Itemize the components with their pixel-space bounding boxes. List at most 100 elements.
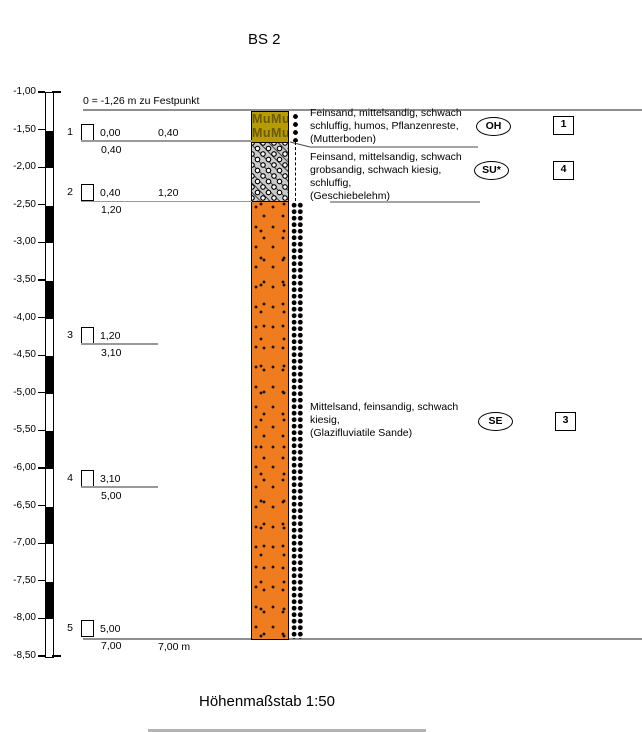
depth-label: -4,50 bbox=[13, 349, 36, 361]
scale-tick bbox=[38, 354, 45, 356]
sample-top-depth: 0,00 bbox=[100, 127, 121, 140]
scale-segment bbox=[46, 281, 53, 319]
sample-top-depth: 0,40 bbox=[100, 187, 121, 200]
sample-number: 5 bbox=[67, 621, 73, 634]
scale-segment bbox=[46, 469, 53, 507]
sample-line bbox=[81, 486, 158, 488]
scale-tick bbox=[38, 655, 45, 657]
depth-scale-bar bbox=[45, 92, 54, 658]
layer-topsoil-pattern: MuMu MuMu bbox=[252, 111, 288, 143]
datum-note: 0 = -1,26 m zu Festpunkt bbox=[83, 95, 200, 107]
depth-label: -7,50 bbox=[13, 574, 36, 586]
scale-segment bbox=[46, 506, 53, 545]
height-scale-label: Höhenmaßstab 1:50 bbox=[199, 693, 335, 710]
layer-description-line: grobsandig, schwach kiesig, bbox=[310, 163, 442, 176]
depth-label: -8,50 bbox=[13, 650, 36, 661]
sand-dot-strip bbox=[291, 201, 304, 639]
depth-label: -4,00 bbox=[13, 311, 36, 323]
ground-surface-line bbox=[83, 109, 642, 111]
scale-segment bbox=[46, 581, 53, 620]
scale-segment bbox=[46, 130, 53, 169]
layer-description: Mittelsand, feinsandig, schwach kiesig, … bbox=[310, 401, 458, 440]
sample-number: 3 bbox=[67, 328, 73, 341]
scale-segment bbox=[46, 393, 53, 432]
sample-box-icon bbox=[81, 619, 94, 637]
sample-line bbox=[81, 140, 252, 142]
sample-bottom-depth: 1,20 bbox=[101, 203, 122, 216]
depth-label: -6,50 bbox=[13, 499, 36, 511]
total-depth-label: 7,00 m bbox=[158, 641, 191, 653]
scale-tick bbox=[38, 429, 45, 431]
scale-segment bbox=[46, 168, 53, 206]
soil-code-oval: OH bbox=[476, 117, 511, 136]
sample-top-depth: 1,20 bbox=[100, 330, 121, 343]
depth-label: -6,00 bbox=[13, 462, 36, 473]
scale-tick bbox=[38, 505, 45, 507]
layer-number-box: 1 bbox=[553, 116, 574, 135]
depth-label: -7,00 bbox=[13, 537, 36, 549]
layer-description-line: Feinsand, mittelsandig, schwach bbox=[310, 107, 462, 119]
sample-box-icon bbox=[81, 123, 94, 141]
depth-label: -3,50 bbox=[13, 274, 36, 285]
sample-box-icon bbox=[81, 326, 94, 344]
sample-bottom-depth-right: 1,20 bbox=[158, 187, 179, 200]
sample-bottom-depth: 5,00 bbox=[101, 489, 122, 502]
depth-label: -2,00 bbox=[13, 161, 36, 173]
layer-description-line: kiesig, bbox=[310, 414, 340, 427]
scale-bar-graphic bbox=[148, 729, 426, 732]
layer-description: Feinsand, mittelsandig, schwach schluffi… bbox=[310, 107, 462, 146]
sample-top-depth: 3,10 bbox=[100, 473, 121, 486]
depth-label: -1,50 bbox=[13, 123, 36, 135]
borehole-column: MuMu MuMu bbox=[251, 110, 289, 640]
layer-description-line: schluffig, bbox=[310, 176, 352, 189]
depth-label: -5,00 bbox=[13, 386, 36, 398]
soil-code-oval: SE bbox=[478, 412, 513, 431]
sample-box-icon bbox=[81, 183, 94, 201]
sample-box-icon bbox=[81, 469, 94, 487]
topsoil-pattern-label: MuMu bbox=[252, 111, 288, 126]
layer-description-line: (Glazifluviatile Sande) bbox=[310, 427, 413, 440]
sample-bottom-depth: 3,10 bbox=[101, 346, 122, 359]
depth-label: -3,00 bbox=[13, 236, 36, 248]
scale-segment bbox=[46, 205, 53, 244]
scale-tick bbox=[38, 166, 45, 168]
scale-segment bbox=[46, 93, 53, 131]
topsoil-dot-strip bbox=[292, 113, 300, 142]
scale-top-cap bbox=[52, 91, 61, 93]
scale-segment bbox=[46, 356, 53, 394]
scale-tick bbox=[38, 467, 45, 469]
scale-tick bbox=[38, 317, 45, 319]
scale-tick bbox=[38, 617, 45, 619]
sample-bottom-depth-right: 0,40 bbox=[158, 127, 179, 140]
borehole-bottom-line bbox=[83, 638, 642, 640]
layer-description-line: Mittelsand, feinsandig, schwach bbox=[310, 401, 459, 413]
sample-bottom-depth: 0,40 bbox=[101, 143, 122, 156]
layer-number-box: 3 bbox=[555, 412, 576, 431]
scale-bottom-cap bbox=[52, 655, 61, 657]
till-dashed-line bbox=[295, 142, 296, 201]
layer-description: Feinsand, mittelsandig, schwach grobsand… bbox=[310, 151, 462, 203]
sample-line bbox=[81, 343, 158, 345]
scale-segment bbox=[46, 431, 53, 469]
scale-tick bbox=[38, 279, 45, 281]
layer-number-box: 4 bbox=[553, 161, 574, 180]
sample-number: 2 bbox=[67, 185, 73, 198]
layer-description-line: (Geschiebelehm) bbox=[310, 189, 390, 202]
layer-till-pattern bbox=[252, 142, 288, 202]
scale-segment bbox=[46, 544, 53, 582]
sample-bottom-depth: 7,00 bbox=[101, 639, 122, 652]
layer-sand-pattern bbox=[252, 201, 288, 639]
scale-segment bbox=[46, 318, 53, 357]
layer-description-line: (Mutterboden) bbox=[310, 133, 376, 146]
topsoil-pattern-label: MuMu bbox=[252, 125, 288, 140]
scale-tick bbox=[38, 204, 45, 206]
depth-label: -1,00 bbox=[13, 86, 36, 97]
scale-tick bbox=[38, 129, 45, 131]
scale-tick bbox=[38, 580, 45, 582]
sample-number: 4 bbox=[67, 471, 73, 484]
soil-code-oval: SU* bbox=[474, 161, 509, 180]
scale-segment bbox=[46, 243, 53, 281]
depth-label: -2,50 bbox=[13, 198, 36, 210]
